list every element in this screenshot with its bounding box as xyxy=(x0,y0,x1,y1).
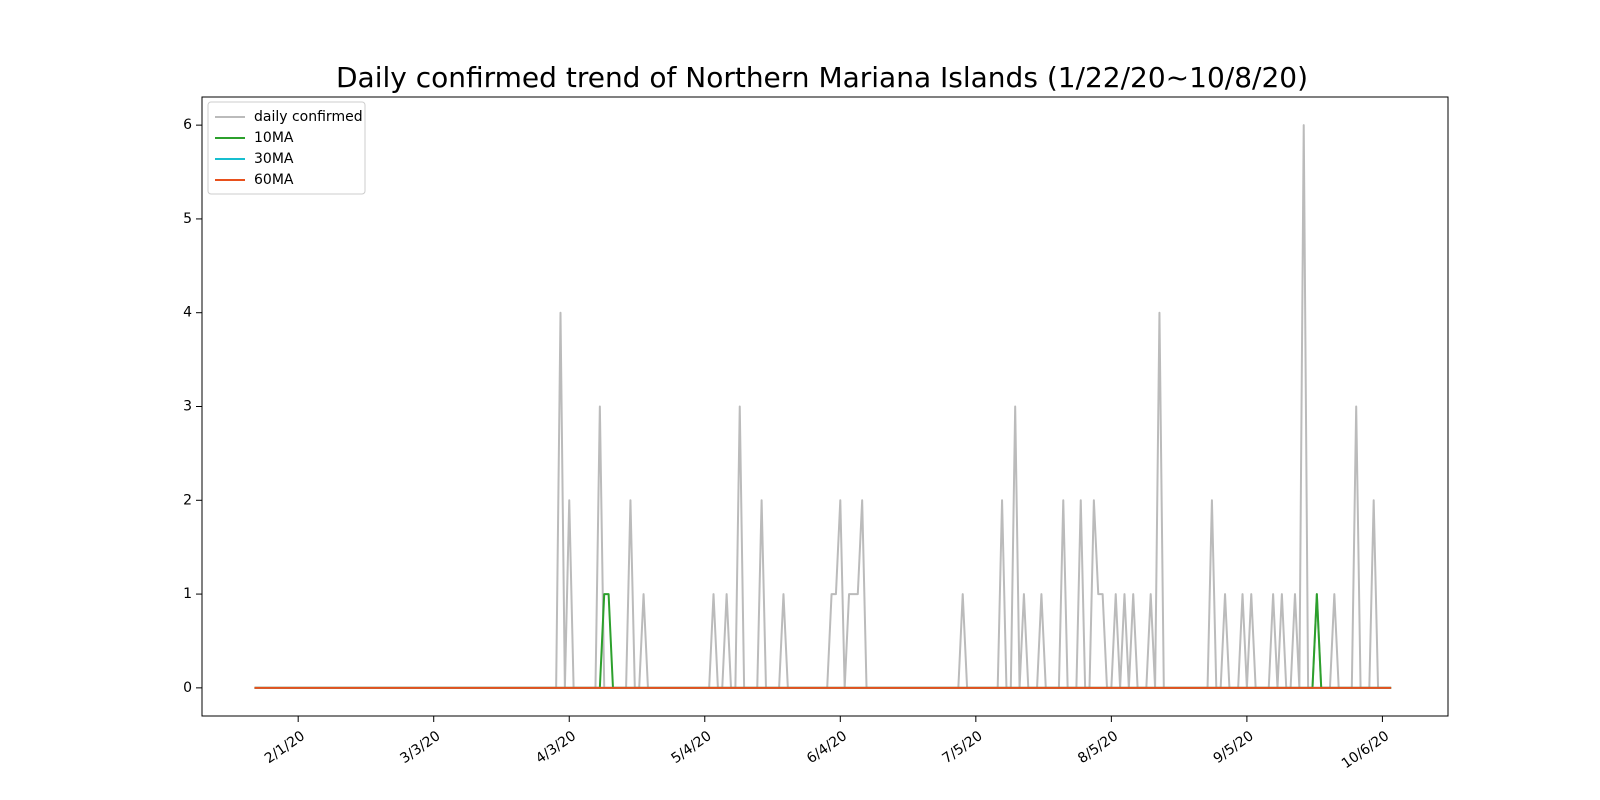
legend: daily confirmed 10MA 30MA 60MA xyxy=(207,101,366,195)
x-tick-label: 9/5/20 xyxy=(1211,728,1257,767)
x-axis-ticks: 2/1/20 3/3/20 4/3/20 5/4/20 6/4/20 7/5/20 8/5/… xyxy=(262,716,1392,772)
y-axis-ticks: 0 1 2 3 4 5 6 xyxy=(183,117,202,696)
chart-title: Daily confirmed trend of Northern Marian… xyxy=(336,61,1308,94)
legend-label: 30MA xyxy=(254,151,294,167)
series-layer xyxy=(254,124,1392,689)
x-tick-label: 6/4/20 xyxy=(804,728,850,767)
legend-label: 10MA xyxy=(254,130,294,146)
y-tick-label: 3 xyxy=(183,399,192,415)
y-tick-label: 4 xyxy=(183,305,192,321)
x-tick-label: 4/3/20 xyxy=(533,728,579,767)
legend-box xyxy=(207,101,366,195)
y-tick-label: 0 xyxy=(183,680,192,696)
x-tick-label: 10/6/20 xyxy=(1339,728,1392,772)
x-tick-label: 2/1/20 xyxy=(262,728,308,767)
legend-label: 60MA xyxy=(254,172,294,188)
y-tick-label: 2 xyxy=(183,492,192,508)
y-tick-label: 1 xyxy=(183,586,192,602)
plot-frame xyxy=(201,96,1449,717)
x-tick-label: 3/3/20 xyxy=(397,728,443,767)
series-line-daily-confirmed xyxy=(254,124,1392,689)
legend-label: daily confirmed xyxy=(254,109,363,125)
x-tick-label: 8/5/20 xyxy=(1075,728,1121,767)
y-tick-label: 5 xyxy=(183,211,192,227)
x-tick-label: 7/5/20 xyxy=(940,728,986,767)
x-tick-label: 5/4/20 xyxy=(668,728,714,767)
y-tick-label: 6 xyxy=(183,117,192,133)
